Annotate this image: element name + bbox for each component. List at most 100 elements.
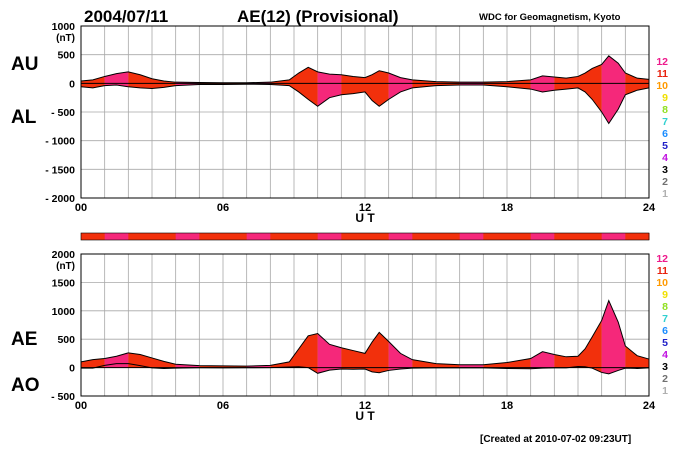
area-chunk-au	[530, 75, 555, 84]
band-chunk	[507, 233, 532, 240]
band-chunk	[601, 233, 626, 240]
y-tick-label: - 500	[51, 107, 75, 119]
area-chunk-ae	[270, 355, 294, 368]
level-label: 1	[662, 385, 668, 397]
x-tick-label: 06	[217, 202, 229, 214]
y-tick-label: - 1000	[45, 136, 75, 148]
source-label: WDC for Geomagnetism, Kyoto	[479, 12, 621, 23]
y-tick-label: - 2000	[45, 193, 75, 205]
level-label: 4	[662, 349, 668, 361]
y-tick-label: 500	[57, 334, 75, 346]
area-chunk-al	[578, 83, 602, 112]
level-label: 8	[662, 104, 668, 116]
area-chunk-au	[270, 76, 294, 84]
band-chunk	[294, 233, 319, 240]
area-chunk-ao	[317, 367, 342, 374]
area-chunk-ae	[483, 362, 507, 368]
band-chunk	[412, 233, 437, 240]
area-chunk-au	[578, 64, 602, 84]
band-chunk	[436, 233, 461, 240]
y-tick-label: - 1500	[45, 164, 75, 176]
plot-frame	[80, 253, 650, 397]
date-title: 2004/07/11	[84, 7, 168, 26]
area-chunk-ae	[341, 347, 365, 368]
area-chunk-au	[294, 67, 318, 84]
level-label: 2	[662, 176, 668, 188]
x-tick-label: 12	[359, 400, 371, 412]
series-label-al: AL	[11, 107, 37, 128]
band-chunk	[104, 233, 129, 240]
area-chunk-al	[530, 83, 555, 92]
area-chunk-au	[152, 78, 176, 84]
au-al-panel: 1000 500 0 - 500 - 1000 - 1500 - 2000 (nT) 00 06 1…	[11, 21, 656, 225]
level-label: 11	[657, 265, 668, 277]
band-chunk	[483, 233, 508, 240]
y-unit-label: (nT)	[56, 33, 75, 44]
y-tick-label: 0	[69, 363, 75, 375]
y-tick-label: 2000	[52, 249, 76, 261]
band-chunk	[459, 233, 484, 240]
area-chunk-ae	[294, 333, 318, 368]
area-chunk-al	[341, 83, 365, 95]
level-label: 3	[662, 164, 668, 176]
area-chunk-ae	[554, 354, 578, 368]
area-chunk-al	[294, 83, 318, 107]
level-label: 7	[662, 313, 668, 325]
area-chunk-al	[152, 83, 176, 89]
area-chunk-al	[625, 83, 649, 95]
area-chunk-ae	[578, 320, 602, 368]
level-label: 4	[662, 152, 668, 164]
area-chunk-ae	[459, 364, 484, 368]
series-line-au	[80, 55, 650, 84]
area-chunk-ae	[365, 332, 389, 368]
band-chunk	[578, 233, 603, 240]
x-axis-label: U T	[355, 409, 375, 423]
x-tick-label: 06	[217, 400, 229, 412]
area-chunk-ao	[294, 366, 318, 374]
area-chunk-al	[601, 83, 626, 124]
area-chunk-au	[317, 71, 342, 84]
area-chunk-ae	[152, 357, 176, 368]
plot-frame	[80, 25, 650, 199]
y-tick-label: 1000	[52, 306, 76, 318]
level-label: 7	[662, 116, 668, 128]
area-chunk-al	[317, 83, 342, 107]
area-chunk-au	[104, 71, 129, 84]
band-chunk	[246, 233, 271, 240]
area-chunk-au	[365, 70, 389, 84]
series-line-al	[80, 83, 650, 125]
band-chunk	[223, 233, 248, 240]
band-chunk	[152, 233, 177, 240]
series-line-ae	[80, 299, 650, 367]
band-chunk	[317, 233, 342, 240]
area-chunk-au	[341, 74, 365, 84]
area-chunk-ae	[317, 333, 342, 368]
band-chunk	[625, 233, 650, 240]
area-chunk-al	[412, 83, 436, 88]
created-timestamp: [Created at 2010-07-02 09:23UT]	[480, 434, 631, 445]
x-tick-label: 18	[501, 202, 513, 214]
band-chunk	[81, 233, 106, 240]
x-tick-label: 24	[643, 400, 656, 412]
series-label-ao: AO	[11, 375, 40, 396]
level-label: 3	[662, 361, 668, 373]
series-label-au: AU	[11, 54, 38, 75]
y-tick-label: 0	[69, 78, 75, 90]
x-tick-label: 00	[75, 400, 87, 412]
band-chunk	[270, 233, 295, 240]
series-label-ae: AE	[11, 329, 37, 350]
level-label: 12	[656, 56, 668, 68]
area-chunk-ae	[601, 300, 626, 368]
level-label: 5	[662, 140, 668, 152]
x-axis-label: U T	[355, 211, 375, 225]
y-tick-label: 1000	[52, 21, 76, 33]
band-chunk	[199, 233, 224, 240]
level-label: 8	[662, 301, 668, 313]
x-tick-label: 18	[501, 400, 513, 412]
level-label: 12	[656, 253, 668, 265]
area-chunk-ae	[81, 358, 105, 368]
index-title: AE(12) (Provisional)	[237, 7, 399, 26]
ae-ao-panel: 2000 1500 1000 500 0 - 500 (nT) 00 06 12 18 24 U T AE…	[11, 249, 656, 423]
area-chunk-ae	[507, 358, 531, 368]
